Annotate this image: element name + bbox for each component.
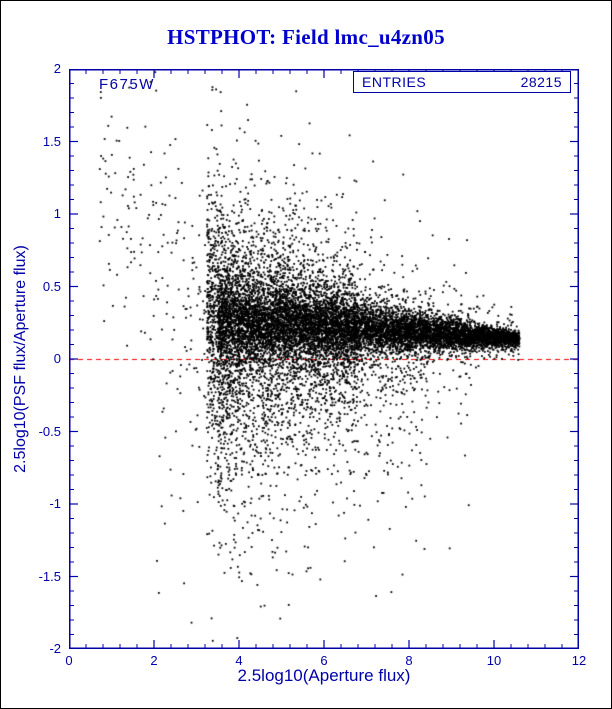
x-tick-label: 4 <box>235 653 243 668</box>
x-tick-label: 8 <box>405 653 413 668</box>
x-axis-tick-labels: 0 2 4 6 8 10 12 <box>65 653 586 669</box>
y-tick-label: -0.5 <box>38 423 61 439</box>
axes-frame <box>69 69 579 649</box>
scatter-points-canvas <box>69 69 579 649</box>
y-axis-title: 2.5log10(PSF flux/Aperture flux) <box>12 245 29 473</box>
y-axis-tick-labels: -2 -1.5 -1 -0.5 0 0.5 1 1.5 2 <box>1 61 61 656</box>
y-tick-label: 0.5 <box>42 278 61 294</box>
y-tick-label: -1.5 <box>38 568 61 584</box>
entries-value: 28215 <box>520 74 562 90</box>
y-tick-label: -2 <box>49 641 61 656</box>
page-title: HSTPHOT: Field lmc_u4zn05 <box>167 25 445 49</box>
x-tick-label: 2 <box>150 653 158 668</box>
x-tick-label: 0 <box>65 653 73 668</box>
y-tick-label: 2 <box>53 61 61 76</box>
x-axis-title: 2.5log10(Aperture flux) <box>237 666 411 685</box>
entries-stat-box: ENTRIES 28215 <box>353 71 571 93</box>
x-tick-label: 6 <box>320 653 328 668</box>
y-tick-label: 1.5 <box>42 133 61 149</box>
x-tick-label: 10 <box>486 653 502 668</box>
filter-label: F675W <box>99 76 155 93</box>
y-tick-label: 1 <box>53 206 61 221</box>
entries-label: ENTRIES <box>362 74 427 90</box>
y-tick-label: 0 <box>53 351 61 366</box>
scatter-plot-area: F675W ENTRIES 28215 <box>69 69 579 649</box>
y-tick-label: -1 <box>49 496 61 511</box>
x-tick-label: 12 <box>571 653 587 668</box>
